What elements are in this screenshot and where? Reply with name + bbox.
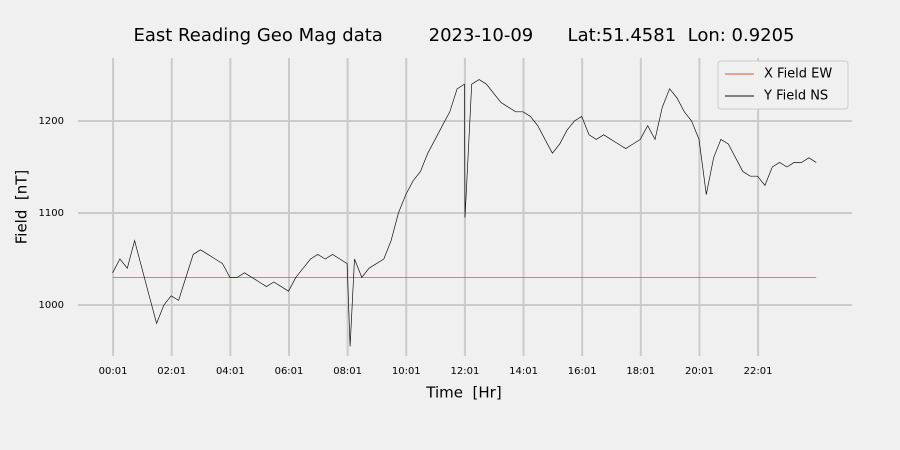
data-line <box>112 79 817 347</box>
y-axis-label: Field [nT] <box>13 170 31 245</box>
y-tick-label: 1200 <box>39 116 64 127</box>
x-tick-label: 14:01 <box>509 366 538 377</box>
x-tick-label: 12:01 <box>450 366 479 377</box>
x-tick-label: 20:01 <box>685 366 714 377</box>
chart-title: East Reading Geo Mag data 2023-10-09 Lat… <box>133 25 794 46</box>
y-tick-label: 1100 <box>39 208 64 219</box>
x-tick-label: 08:01 <box>333 366 362 377</box>
x-tick-label: 18:01 <box>626 366 655 377</box>
x-tick-label: 00:01 <box>99 366 128 377</box>
legend-label: X Field EW <box>764 67 832 82</box>
legend-box <box>717 60 849 110</box>
x-tick-label: 16:01 <box>568 366 597 377</box>
x-tick-label: 04:01 <box>216 366 245 377</box>
x-tick-label: 10:01 <box>392 366 421 377</box>
x-axis-label: Time [Hr] <box>425 384 501 402</box>
x-tick-label: 02:01 <box>157 366 186 377</box>
x-tick-label: 22:01 <box>744 366 773 377</box>
y-tick-label: 1000 <box>39 300 64 311</box>
x-tick-label: 06:01 <box>275 366 304 377</box>
legend-label: Y Field NS <box>763 89 828 104</box>
